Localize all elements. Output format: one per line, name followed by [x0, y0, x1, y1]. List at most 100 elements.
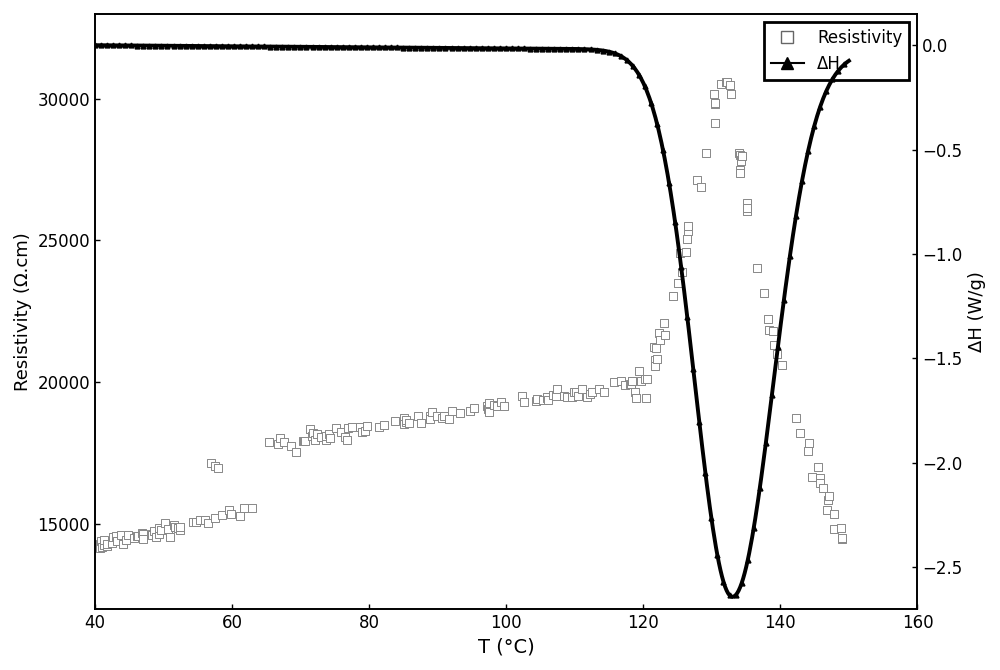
- Point: [613, 376, 629, 387]
- Point: [146, 526, 162, 537]
- Point: [340, 423, 356, 433]
- Point: [672, 248, 688, 259]
- Point: [628, 393, 644, 403]
- Point: [410, 411, 426, 421]
- Point: [99, 539, 115, 549]
- Point: [151, 529, 167, 539]
- Point: [545, 390, 561, 401]
- Point: [731, 147, 747, 158]
- Point: [272, 433, 288, 444]
- Point: [354, 427, 370, 438]
- Point: [528, 395, 544, 406]
- Point: [160, 524, 176, 535]
- Point: [623, 379, 639, 389]
- Point: [104, 538, 120, 549]
- Point: [739, 205, 755, 216]
- Point: [739, 203, 755, 214]
- Point: [834, 533, 850, 544]
- Point: [109, 535, 125, 546]
- Point: [693, 182, 709, 192]
- Point: [706, 88, 722, 99]
- X-axis label: T (°C): T (°C): [478, 637, 535, 656]
- Point: [769, 349, 785, 360]
- Point: [810, 462, 826, 472]
- Point: [804, 472, 820, 482]
- Point: [493, 397, 509, 407]
- Point: [834, 533, 850, 543]
- Point: [126, 533, 142, 543]
- Point: [167, 522, 183, 533]
- Point: [656, 318, 672, 329]
- Point: [118, 534, 134, 545]
- Point: [652, 335, 668, 346]
- Point: [481, 398, 497, 409]
- Point: [444, 405, 460, 416]
- Point: [622, 379, 638, 389]
- Point: [718, 76, 734, 87]
- Point: [357, 426, 373, 437]
- Point: [665, 290, 681, 301]
- Point: [639, 373, 655, 384]
- Point: [144, 530, 160, 541]
- Point: [188, 517, 204, 527]
- Point: [203, 458, 219, 468]
- Point: [261, 437, 277, 448]
- Point: [422, 410, 438, 421]
- Point: [707, 97, 723, 108]
- Point: [819, 505, 835, 516]
- Point: [92, 538, 108, 549]
- Point: [270, 439, 286, 450]
- Point: [707, 117, 723, 128]
- Point: [401, 417, 417, 428]
- Point: [144, 529, 160, 539]
- Point: [188, 517, 204, 528]
- Point: [214, 510, 230, 521]
- Point: [647, 360, 663, 371]
- Point: [559, 392, 575, 403]
- Point: [564, 391, 580, 402]
- Point: [570, 391, 586, 401]
- Point: [689, 174, 705, 185]
- Point: [679, 234, 695, 245]
- Point: [788, 413, 804, 423]
- Point: [480, 404, 496, 415]
- Point: [322, 433, 338, 444]
- Point: [288, 447, 304, 458]
- Point: [170, 523, 186, 533]
- Point: [529, 394, 545, 405]
- Point: [387, 415, 403, 426]
- Point: [698, 147, 714, 158]
- Point: [207, 512, 223, 523]
- Point: [452, 407, 468, 418]
- Point: [568, 387, 584, 397]
- Point: [296, 436, 312, 447]
- Point: [821, 490, 837, 501]
- Point: [309, 428, 325, 439]
- Point: [441, 413, 457, 424]
- Point: [352, 421, 368, 432]
- Point: [429, 410, 445, 421]
- Point: [481, 407, 497, 417]
- Point: [732, 168, 748, 179]
- Point: [105, 532, 121, 543]
- Point: [732, 149, 748, 160]
- Point: [153, 525, 169, 535]
- Point: [307, 435, 323, 446]
- Point: [739, 197, 755, 208]
- Point: [422, 413, 438, 424]
- Point: [376, 419, 392, 430]
- Point: [236, 503, 252, 514]
- Point: [812, 478, 828, 488]
- Point: [549, 384, 565, 395]
- Point: [765, 326, 781, 336]
- Point: [162, 531, 178, 542]
- Point: [624, 376, 640, 387]
- Point: [337, 431, 353, 442]
- Point: [723, 89, 739, 100]
- Point: [651, 328, 667, 338]
- Point: [192, 515, 208, 525]
- Point: [649, 354, 665, 364]
- Point: [305, 428, 321, 439]
- Point: [135, 534, 151, 545]
- Point: [749, 262, 765, 273]
